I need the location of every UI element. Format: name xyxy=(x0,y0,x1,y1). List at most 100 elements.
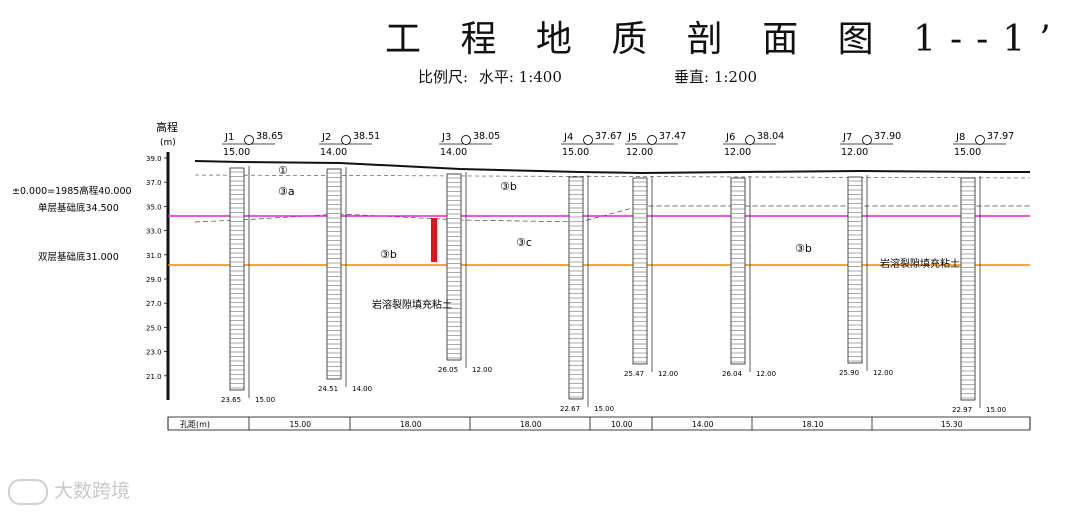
spacing-value: 15.00 xyxy=(290,420,312,429)
borehole-depth: 14.00 xyxy=(440,147,467,158)
layer-label-3c: ③c xyxy=(516,236,532,249)
axis-ticks: 39.0 37.0 35.0 33.0 31.0 29.0 27.0 25.0 23.0 21.0 xyxy=(146,155,168,381)
borehole-J3: J3 38.05 14.00 26.05 12.00 xyxy=(438,131,500,374)
axis-tick-label: 39.0 xyxy=(146,155,162,163)
borehole-elevation: 37.47 xyxy=(659,131,686,142)
spacing-value: 18.00 xyxy=(400,420,422,429)
borehole-symbol-icon xyxy=(244,135,254,145)
borehole-bottom-elev: 26.04 xyxy=(722,370,743,378)
axis-unit: (m) xyxy=(160,138,176,148)
layer-boundary-2 xyxy=(194,205,1030,223)
layer-label-3b-b: ③b xyxy=(500,180,517,193)
borehole-J2: J2 38.51 14.00 24.51 14.00 xyxy=(318,131,380,393)
layer-boundary-1 xyxy=(194,174,1031,179)
borehole-id: J4 xyxy=(563,132,573,143)
borehole-symbol-icon xyxy=(862,135,872,145)
borehole-elevation: 37.90 xyxy=(874,131,901,142)
borehole-J8: J8 37.97 15.00 22.97 15.00 xyxy=(952,131,1014,414)
borehole-id: J6 xyxy=(725,132,735,143)
borehole-bottom-elev: 26.05 xyxy=(438,366,458,374)
watermark: 大数跨境 xyxy=(8,476,130,505)
layer-label-3b-a: ③b xyxy=(380,248,397,261)
axis-tick-label: 31.0 xyxy=(146,252,162,260)
borehole-bottom-depth: 14.00 xyxy=(352,385,372,393)
borehole-column xyxy=(568,176,584,400)
borehole-depth: 12.00 xyxy=(724,147,751,158)
borehole-symbol-icon xyxy=(583,135,593,145)
borehole-bottom-elev: 23.65 xyxy=(221,396,241,404)
borehole-depth: 15.00 xyxy=(954,147,981,158)
borehole-depth: 12.00 xyxy=(626,147,653,158)
borehole-J1: J1 38.65 15.00 23.65 15.00 xyxy=(221,131,283,404)
borehole-column xyxy=(632,177,648,365)
scale-vertical: 垂直: 1:200 xyxy=(674,68,758,86)
borehole-symbol-icon xyxy=(745,135,755,145)
borehole-elevation: 38.51 xyxy=(353,131,380,142)
axis-tick-label: 23.0 xyxy=(146,349,162,357)
watermark-logo-icon xyxy=(8,478,48,505)
borehole-bottom-depth: 12.00 xyxy=(658,370,678,378)
borehole-column xyxy=(960,177,976,401)
borehole-id: J2 xyxy=(321,132,331,143)
annotation-karst-fill-2: 岩溶裂隙填充粘土 xyxy=(880,257,960,270)
scale-label: 比例尺: xyxy=(418,68,469,86)
borehole-column xyxy=(326,168,342,380)
spacing-value: 10.00 xyxy=(611,420,633,429)
datum-note: ±0.000=1985高程40.000 xyxy=(12,185,132,197)
borehole-bottom-depth: 15.00 xyxy=(594,405,614,413)
layer-label-1: ① xyxy=(278,164,288,177)
borehole-elevation: 38.05 xyxy=(473,131,500,142)
borehole-elevation: 37.67 xyxy=(595,131,622,142)
borehole-depth: 15.00 xyxy=(562,147,589,158)
annotation-karst-fill-1: 岩溶裂隙填充粘土 xyxy=(372,298,452,311)
borehole-depth: 12.00 xyxy=(841,147,868,158)
borehole-J4: J4 37.67 15.00 22.67 15.00 xyxy=(560,131,622,413)
borehole-J7: J7 37.90 12.00 25.90 12.00 xyxy=(839,131,901,377)
ground-surface-line xyxy=(194,160,1030,175)
borehole-symbol-icon xyxy=(341,135,351,145)
borehole-bottom-depth: 15.00 xyxy=(986,406,1006,414)
borehole-bottom-depth: 12.00 xyxy=(756,370,776,378)
borehole-column xyxy=(229,167,245,391)
borehole-id: J1 xyxy=(224,132,234,143)
borehole-elevation: 37.97 xyxy=(987,131,1014,142)
borehole-id: J8 xyxy=(955,132,965,143)
borehole-id: J7 xyxy=(842,132,852,143)
borehole-column xyxy=(730,177,746,365)
borehole-bottom-elev: 25.47 xyxy=(624,370,644,378)
borehole-symbol-icon xyxy=(461,135,471,145)
borehole-symbol-icon xyxy=(647,135,657,145)
borehole-bottom-depth: 12.00 xyxy=(873,369,893,377)
spacing-value: 14.00 xyxy=(692,420,714,429)
axis-tick-label: 21.0 xyxy=(146,373,162,381)
scale-horizontal-value: 水平: 1:400 xyxy=(478,68,562,86)
single-layer-label: 单层基础底34.500 xyxy=(38,202,119,214)
spacing-value: 15.30 xyxy=(941,420,963,429)
spacing-label: 孔距(m) xyxy=(180,420,210,429)
borehole-J6: J6 38.04 12.00 26.04 12.00 xyxy=(722,131,784,378)
axis-label: 高程 xyxy=(156,120,178,134)
watermark-text: 大数跨境 xyxy=(54,480,131,502)
layer-label-3a: ③a xyxy=(278,185,295,198)
borehole-depth: 15.00 xyxy=(223,147,250,158)
borehole-column xyxy=(847,176,863,364)
borehole-bottom-elev: 22.97 xyxy=(952,406,972,414)
spacing-value: 18.00 xyxy=(520,420,542,429)
borehole-elevation: 38.65 xyxy=(256,131,283,142)
axis-tick-label: 29.0 xyxy=(146,276,162,284)
borehole-bottom-elev: 24.51 xyxy=(318,385,338,393)
axis-tick-label: 33.0 xyxy=(146,228,162,236)
red-bar xyxy=(431,218,437,262)
scale-horizontal: 比例尺: 水平: 1:400 xyxy=(418,66,568,87)
axis-tick-label: 25.0 xyxy=(146,324,162,332)
layer-label-3b-c: ③b xyxy=(795,242,812,255)
double-layer-label: 双层基础底31.000 xyxy=(38,251,119,263)
borehole-column xyxy=(446,173,462,361)
page-title: 工 程 地 质 剖 面 图 1--1’ xyxy=(385,19,1065,60)
borehole-id: J5 xyxy=(627,132,637,143)
axis-tick-label: 27.0 xyxy=(146,300,162,308)
axis-tick-label: 37.0 xyxy=(146,179,162,187)
borehole-bottom-elev: 25.90 xyxy=(839,369,859,377)
axis-tick-label: 35.0 xyxy=(146,203,162,211)
